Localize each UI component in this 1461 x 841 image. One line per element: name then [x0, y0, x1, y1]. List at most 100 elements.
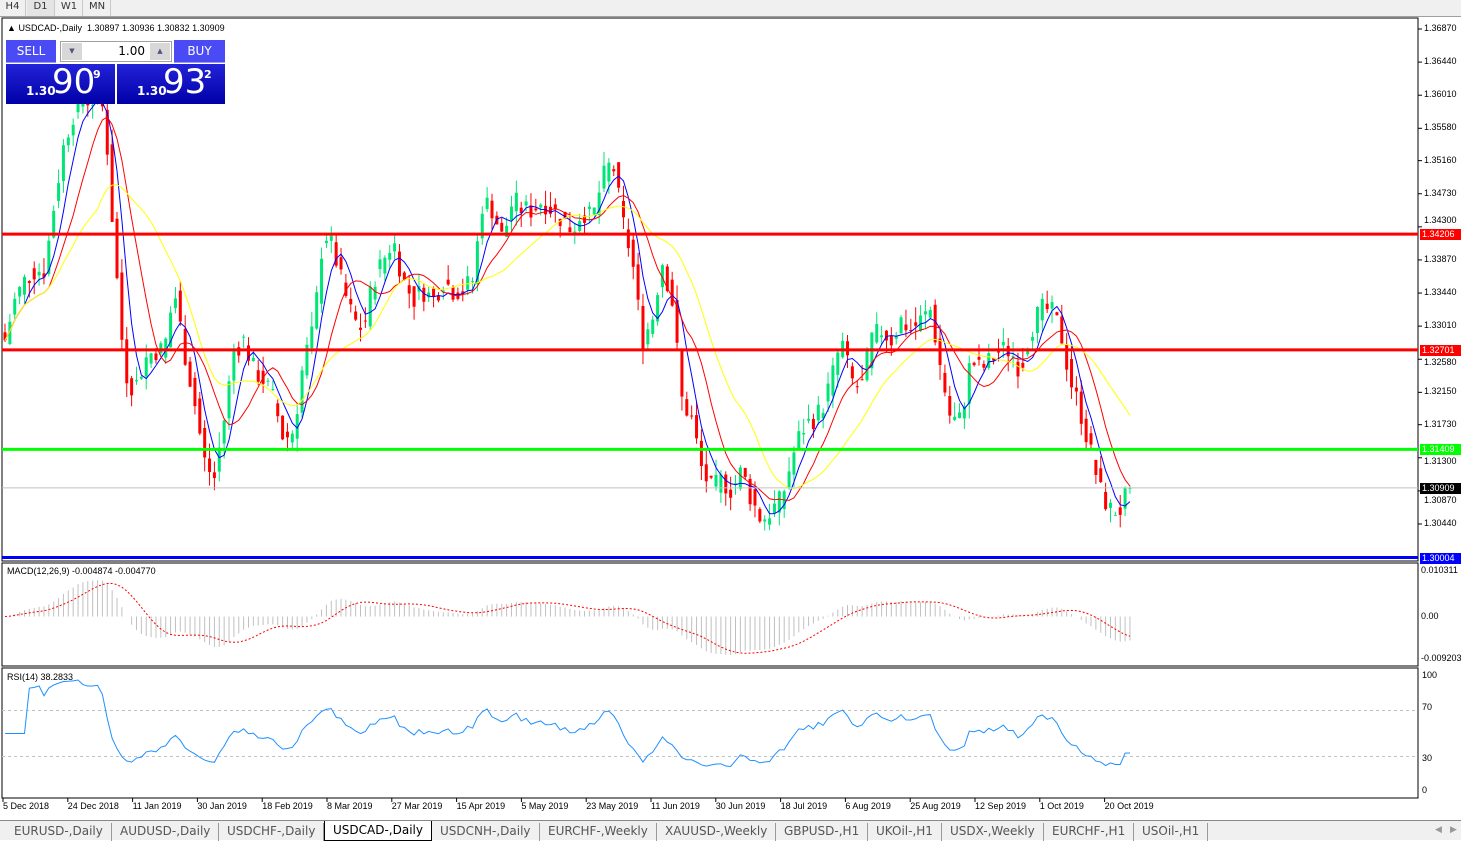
macd-signal-line — [4, 582, 1131, 654]
price-tick-label: 1.31300 — [1424, 456, 1457, 467]
candle-body — [281, 415, 285, 440]
candle — [149, 352, 153, 368]
candle-body — [8, 321, 12, 344]
macd-tick-label: -0.009203 — [1421, 653, 1461, 663]
tab-audusd-daily[interactable]: AUDUSD-,Daily — [112, 823, 220, 841]
candle — [948, 385, 952, 424]
candle-body — [539, 204, 543, 208]
chart-canvas[interactable] — [0, 17, 1461, 817]
candle-body — [1021, 362, 1025, 368]
candle — [1040, 293, 1044, 332]
candle-body — [617, 162, 621, 188]
increase-lot-icon[interactable]: ▲ — [150, 43, 170, 60]
candle — [290, 430, 294, 449]
collapse-triangle-icon[interactable]: ▲ — [7, 23, 16, 33]
sell-button[interactable]: SELL — [6, 40, 56, 63]
candle-body — [125, 339, 129, 384]
tab-xauusd-weekly[interactable]: XAUUSD-,Weekly — [657, 823, 777, 841]
buy-price-prefix: 1.30 — [137, 84, 167, 98]
candle — [875, 312, 879, 344]
candle — [768, 503, 772, 531]
tab-usdx-weekly[interactable]: USDX-,Weekly — [942, 823, 1044, 841]
tab-usdcnh-daily[interactable]: USDCNH-,Daily — [432, 823, 540, 841]
candle — [310, 311, 314, 355]
timeframe-mn[interactable]: MN — [84, 0, 111, 16]
candle-body — [602, 165, 606, 189]
candle — [904, 309, 908, 338]
candle-body — [846, 341, 850, 356]
candle-body — [217, 447, 221, 472]
candle-body — [675, 300, 679, 343]
candle — [300, 366, 304, 419]
sell-price[interactable]: 1.30 90 9 — [6, 62, 115, 104]
candle-body — [792, 452, 796, 475]
candle-body — [1016, 361, 1020, 377]
candle — [729, 476, 733, 511]
price-tick-label: 1.30440 — [1424, 517, 1457, 528]
date-label: 24 Dec 2018 — [67, 801, 119, 811]
candle — [71, 118, 75, 146]
tab-scroll-right-icon[interactable]: ▶ — [1450, 824, 1457, 834]
date-label: 11 Jun 2019 — [651, 801, 700, 811]
candle — [222, 419, 226, 459]
candle — [660, 263, 664, 298]
candle — [256, 360, 260, 386]
price-tick-label: 1.34300 — [1424, 215, 1457, 226]
candle-body — [1001, 341, 1005, 346]
candle — [461, 278, 465, 302]
price-tick-label: 1.32150 — [1424, 386, 1457, 397]
lot-size-value[interactable]: 1.00 — [118, 44, 145, 58]
candle — [1118, 494, 1122, 528]
level-price-tag: 1.32701 — [1420, 344, 1461, 356]
candle — [1055, 311, 1059, 316]
candle — [436, 292, 440, 303]
tab-eurusd-daily[interactable]: EURUSD-,Daily — [6, 823, 112, 841]
candle — [529, 193, 533, 227]
lot-size-field[interactable]: ▼ 1.00 ▲ — [60, 41, 172, 62]
candle — [441, 286, 445, 300]
candle-body — [178, 290, 182, 322]
candle — [962, 402, 966, 430]
timeframe-h4[interactable]: H4 — [0, 0, 26, 16]
candle-body — [1108, 502, 1112, 508]
candle — [66, 134, 70, 153]
rsi-tick-label: 100 — [1422, 670, 1438, 680]
tab-eurchf-weekly[interactable]: EURCHF-,Weekly — [540, 823, 657, 841]
rsi-tick-label: 70 — [1422, 702, 1433, 712]
candle — [8, 313, 12, 346]
candle-body — [441, 290, 445, 292]
candle — [641, 293, 645, 365]
tab-usdchf-daily[interactable]: USDCHF-,Daily — [219, 823, 325, 841]
candle-body — [485, 197, 489, 209]
candle-body — [475, 241, 479, 285]
candle-body — [553, 204, 557, 210]
tab-ukoil-h1[interactable]: UKOil-,H1 — [868, 823, 942, 841]
candle-body — [802, 432, 806, 435]
candle — [816, 395, 820, 425]
candle-body — [378, 259, 382, 270]
candle-body — [37, 271, 41, 276]
tab-gbpusd-h1[interactable]: GBPUSD-,H1 — [776, 823, 869, 841]
candle-body — [169, 312, 173, 348]
current-price-tag: 1.30909 — [1420, 482, 1461, 494]
tab-usoil-h1[interactable]: USOil-,H1 — [1134, 823, 1209, 841]
candle-body — [436, 295, 440, 301]
candle-body — [480, 213, 484, 239]
candle-body — [748, 478, 752, 505]
tab-scroll-left-icon[interactable]: ◀ — [1435, 824, 1442, 834]
tab-usdcad-daily[interactable]: USDCAD-,Daily — [324, 821, 432, 841]
candle-body — [972, 362, 976, 366]
candle — [695, 401, 699, 444]
timeframe-w1[interactable]: W1 — [56, 0, 83, 16]
tab-eurchf-h1[interactable]: EURCHF-,H1 — [1044, 823, 1135, 841]
price-tick-label: 1.35160 — [1424, 154, 1457, 165]
timeframe-d1[interactable]: D1 — [27, 0, 55, 16]
candle-body — [928, 310, 932, 318]
candle-body — [1011, 356, 1015, 358]
candle — [281, 415, 285, 441]
candle-body — [704, 464, 708, 482]
buy-price[interactable]: 1.30 93 2 — [117, 62, 225, 104]
candle-body — [247, 345, 250, 361]
decrease-lot-icon[interactable]: ▼ — [62, 43, 82, 60]
buy-button[interactable]: BUY — [174, 40, 225, 63]
